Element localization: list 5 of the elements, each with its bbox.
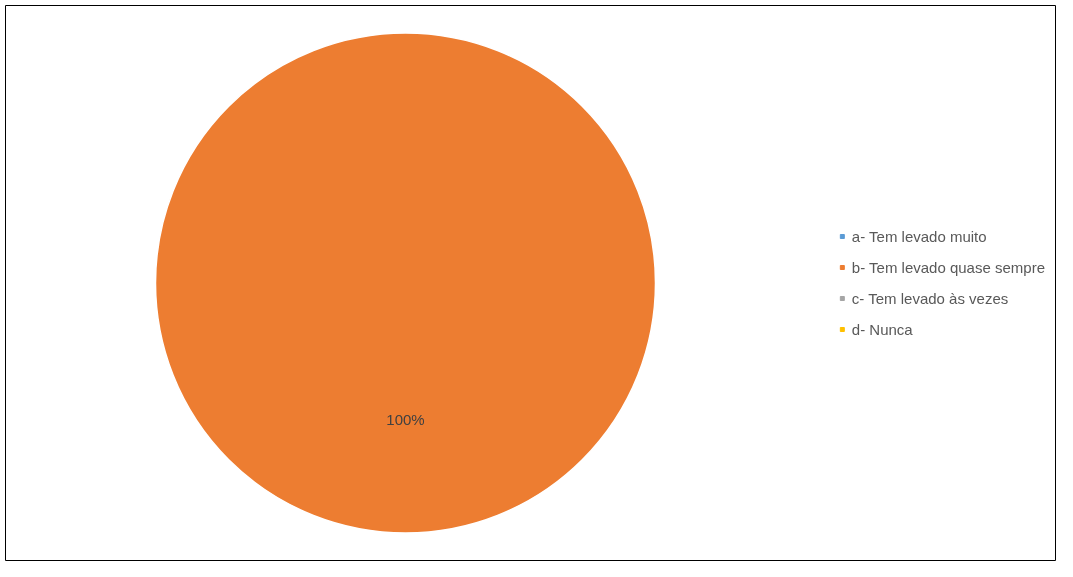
legend-label: b- Tem levado quase sempre: [851, 258, 1045, 276]
legend-label: a- Tem levado muito: [851, 227, 987, 245]
legend-label: d- Nunca: [851, 320, 913, 338]
legend-label: c- Tem levado às vezes: [851, 289, 1009, 307]
data-label: 100%: [386, 410, 425, 428]
